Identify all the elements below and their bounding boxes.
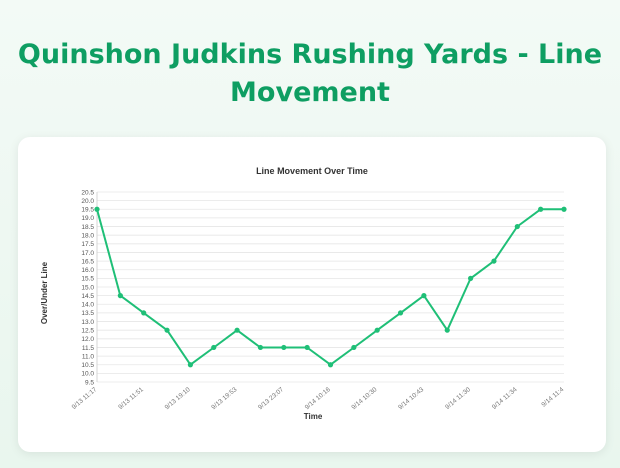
- y-tick-label: 18.5: [81, 224, 94, 231]
- x-tick-label: 9/14 11:4: [540, 386, 565, 409]
- data-point[interactable]: [538, 206, 544, 212]
- y-tick-label: 10.5: [81, 362, 94, 369]
- x-tick-label: 9/13 11:17: [71, 386, 99, 411]
- y-tick-label: 20.5: [81, 189, 94, 196]
- data-point[interactable]: [351, 344, 357, 351]
- y-tick-label: 12.0: [81, 336, 94, 343]
- x-tick-label: 9/14 10:30: [350, 386, 378, 411]
- data-point[interactable]: [327, 362, 334, 368]
- y-tick-label: 19.0: [81, 215, 94, 222]
- data-point[interactable]: [117, 293, 123, 299]
- data-point[interactable]: [281, 344, 287, 351]
- y-tick-label: 18.0: [81, 232, 94, 239]
- data-point[interactable]: [444, 327, 450, 333]
- y-tick-label: 14.0: [81, 302, 94, 309]
- y-axis-title: Over/Under Line: [40, 261, 49, 324]
- data-point[interactable]: [421, 293, 427, 299]
- x-tick-label: 9/13 23:07: [257, 386, 285, 411]
- data-point[interactable]: [514, 223, 520, 230]
- data-point[interactable]: [164, 327, 170, 333]
- x-tick-label: 9/14 10:43: [397, 386, 425, 411]
- y-tick-label: 20.0: [81, 198, 94, 205]
- data-point[interactable]: [491, 258, 497, 264]
- data-point[interactable]: [94, 206, 100, 212]
- y-tick-label: 16.5: [81, 258, 94, 265]
- y-tick-label: 12.5: [81, 327, 94, 334]
- chart-title: Line Movement Over Time: [256, 166, 368, 176]
- y-tick-label: 15.0: [81, 284, 94, 291]
- x-tick-label: 9/13 19:53: [210, 386, 238, 411]
- y-tick-label: 13.5: [81, 310, 94, 317]
- x-tick-label: 9/14 11:30: [444, 386, 472, 411]
- y-tick-label: 10.0: [81, 371, 94, 378]
- x-tick-label: 9/13 19:10: [164, 386, 192, 411]
- page-title: Quinshon Judkins Rushing Yards - Line Mo…: [17, 39, 603, 108]
- y-tick-label: 11.0: [82, 353, 95, 360]
- data-point[interactable]: [397, 310, 404, 316]
- line-chart: Line Movement Over Time 9.510.010.511.01…: [40, 166, 567, 421]
- data-point[interactable]: [304, 344, 310, 351]
- y-tick-label: 16.0: [81, 267, 94, 274]
- chart-card: Line Movement Over Time 9.5 10.0 10.5 11.0 1…: [18, 137, 606, 452]
- x-tick-label: 9/14 11:34: [491, 386, 519, 411]
- x-tick-label: 9/14 10:16: [304, 386, 332, 411]
- data-point[interactable]: [141, 310, 147, 316]
- data-point[interactable]: [561, 206, 567, 212]
- x-axis-title: Time: [304, 412, 323, 421]
- y-tick-label: 17.5: [81, 241, 94, 248]
- y-tick-label: 13.0: [81, 319, 94, 326]
- y-tick-label: 17.0: [81, 250, 94, 257]
- y-tick-label: 14.5: [81, 293, 94, 300]
- y-tick-label: 9.5: [85, 379, 94, 386]
- data-point[interactable]: [374, 327, 380, 333]
- data-point[interactable]: [211, 344, 217, 351]
- y-tick-label: 15.5: [81, 276, 94, 283]
- y-tick-label: 11.5: [82, 345, 95, 352]
- y-tick-label: 19.5: [81, 207, 94, 214]
- data-point[interactable]: [468, 275, 474, 281]
- data-point[interactable]: [234, 327, 240, 333]
- data-point[interactable]: [257, 344, 264, 351]
- data-point[interactable]: [187, 362, 193, 368]
- x-tick-label: 9/13 11:51: [117, 386, 145, 411]
